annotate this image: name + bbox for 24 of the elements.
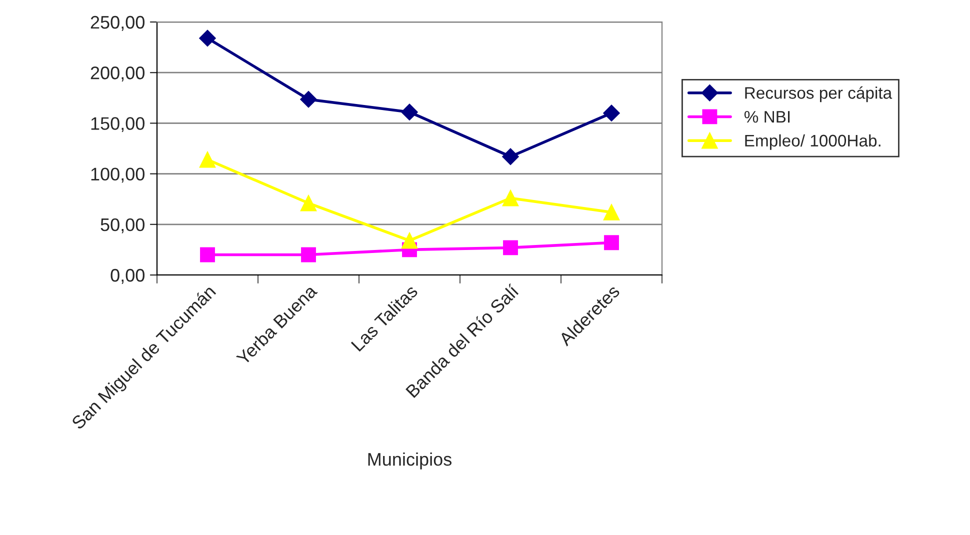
point xyxy=(300,90,317,108)
y-tick-label: 50,00 xyxy=(100,218,144,234)
legend-label: Empleo/ 1000Hab. xyxy=(745,134,880,150)
point xyxy=(604,235,619,250)
point xyxy=(300,194,317,212)
point xyxy=(200,247,215,262)
x-axis-title: Municipios xyxy=(368,452,452,470)
point xyxy=(301,247,316,262)
y-tick-label: 100,00 xyxy=(91,168,144,183)
point xyxy=(199,151,216,168)
y-tick-label: 150,00 xyxy=(91,117,144,132)
point xyxy=(401,232,418,249)
point xyxy=(401,104,418,120)
point xyxy=(502,148,519,165)
point xyxy=(199,30,216,47)
y-tick-label: 0,00 xyxy=(110,268,144,284)
point xyxy=(603,104,620,122)
legend-label: Recursos per cápita xyxy=(745,86,892,102)
y-tick-label: 250,00 xyxy=(90,16,144,31)
point xyxy=(603,204,620,220)
point xyxy=(503,240,518,256)
y-tick-label: 200,00 xyxy=(90,66,144,82)
legend-label: % NBI xyxy=(744,110,790,123)
point xyxy=(502,190,519,206)
